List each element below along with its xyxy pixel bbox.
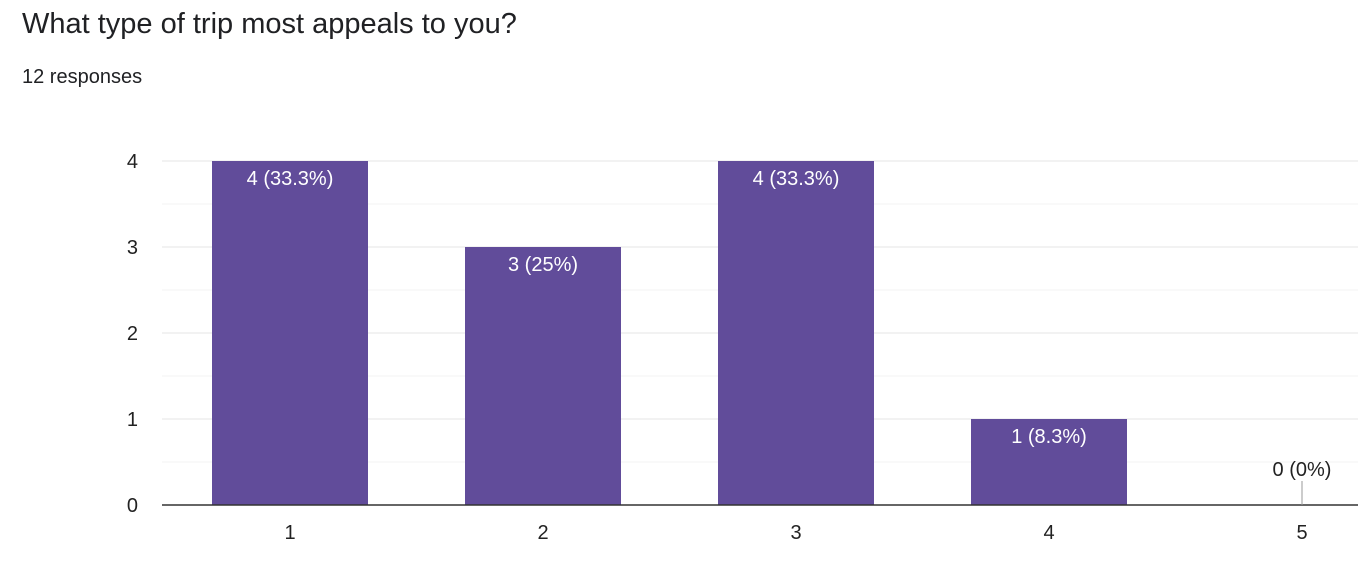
bar — [718, 161, 874, 505]
data-label: 4 (33.3%) — [247, 168, 334, 190]
bar — [465, 247, 621, 505]
x-tick-label: 4 — [1043, 522, 1054, 544]
data-label: 0 (0%) — [1273, 459, 1332, 481]
data-label: 1 (8.3%) — [1011, 426, 1087, 448]
x-tick-label: 3 — [790, 522, 801, 544]
bar — [971, 419, 1127, 505]
bar-layer — [212, 161, 1127, 505]
axis-layer: 0 1 2 3 4 1 2 3 4 5 — [127, 151, 1358, 544]
y-tick-label: 1 — [127, 409, 138, 431]
bar — [212, 161, 368, 505]
y-tick-label: 0 — [127, 495, 138, 517]
data-label: 4 (33.3%) — [753, 168, 840, 190]
y-tick-label: 3 — [127, 237, 138, 259]
question-title: What type of trip most appeals to you? — [22, 8, 517, 40]
x-tick-label: 1 — [284, 522, 295, 544]
label-layer: 4 (33.3%) 3 (25%) 4 (33.3%) 1 (8.3%) 0 (0%) — [247, 168, 1332, 505]
y-tick-label: 4 — [127, 151, 138, 173]
x-tick-label: 2 — [537, 522, 548, 544]
data-label: 3 (25%) — [508, 254, 578, 276]
y-tick-label: 2 — [127, 323, 138, 345]
x-tick-label: 5 — [1296, 522, 1307, 544]
response-count: 12 responses — [22, 66, 143, 88]
